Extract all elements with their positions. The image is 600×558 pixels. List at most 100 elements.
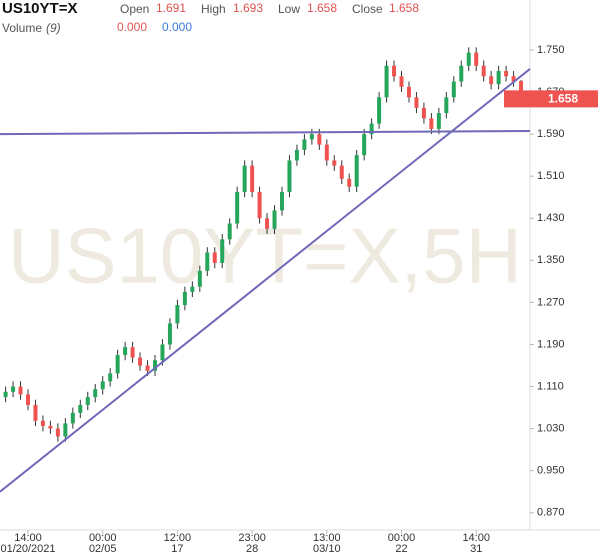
candle-body — [257, 191, 262, 219]
candle-body — [265, 218, 270, 229]
header-label: High — [201, 2, 226, 16]
candle-body — [3, 391, 8, 398]
y-tick-label: 1.510 — [537, 170, 565, 182]
candle-body — [182, 291, 187, 306]
candle-body — [444, 97, 449, 114]
trendline — [0, 129, 530, 136]
header-value: 1.691 — [156, 1, 186, 15]
x-tick-label: 14:00 — [14, 532, 42, 544]
candle-body — [384, 65, 389, 98]
x-tick-label: 01/20/2021 — [0, 543, 55, 555]
volume-value: 0.000 — [162, 20, 192, 34]
y-tick-label: 1.270 — [537, 296, 565, 308]
candle-body — [511, 76, 516, 82]
candle-body — [459, 65, 464, 82]
x-tick-label: 12:00 — [164, 532, 192, 544]
candle-body — [392, 65, 397, 77]
candle-body — [324, 144, 329, 161]
candle-body — [205, 252, 210, 271]
candle-body — [279, 191, 284, 211]
candle-body — [78, 404, 83, 413]
candle-body — [115, 354, 120, 374]
y-tick-label: 0.950 — [537, 465, 565, 477]
candle-body — [190, 286, 195, 292]
candle-body — [406, 86, 411, 98]
x-tick-label: 02/05 — [89, 543, 117, 555]
candle-body — [362, 134, 367, 156]
price-tag — [504, 90, 598, 108]
candle-body — [250, 165, 255, 192]
candle-body — [399, 76, 404, 87]
x-tick-label: 23:00 — [238, 532, 266, 544]
y-tick-label: 1.430 — [537, 212, 565, 224]
candle-body — [153, 360, 157, 371]
candle-body — [474, 52, 479, 66]
candle-body — [466, 52, 471, 66]
header-value: 1.658 — [389, 1, 419, 15]
candle-body — [138, 357, 143, 366]
x-tick-label: 17 — [171, 543, 183, 555]
candle-body — [504, 71, 509, 77]
candle-body — [26, 394, 31, 405]
x-tick-label: 03/10 — [313, 543, 341, 555]
header-label: Close — [352, 2, 383, 16]
candle-body — [70, 412, 75, 424]
candle-body — [55, 428, 60, 437]
header-label: Low — [278, 2, 300, 16]
volume-value: 0.000 — [117, 20, 147, 34]
candle-body — [108, 373, 113, 382]
candle-body — [123, 347, 128, 355]
candle-body — [481, 65, 486, 77]
candle-body — [436, 113, 441, 129]
candle-body — [130, 347, 135, 358]
candle-body — [429, 118, 434, 129]
y-tick-label: 1.750 — [537, 44, 565, 56]
header-label: Open — [120, 2, 149, 16]
chart-title: US10YT=X — [2, 0, 77, 17]
y-tick-label: 1.190 — [537, 338, 565, 350]
candle-body — [496, 71, 501, 85]
candle-body — [451, 81, 456, 98]
y-tick-label: 1.350 — [537, 254, 565, 266]
x-tick-label: 31 — [470, 543, 482, 555]
y-tick-label: 1.030 — [537, 423, 565, 435]
candle-body — [227, 223, 232, 240]
candle-body — [160, 344, 165, 361]
y-tick-label: 0.870 — [537, 507, 565, 519]
candle-body — [11, 386, 16, 392]
candle-body — [18, 386, 23, 395]
candle-body — [175, 305, 180, 324]
x-tick-label: 00:00 — [388, 532, 416, 544]
candle-body — [167, 323, 172, 345]
candle-body — [235, 191, 240, 224]
y-tick-label: 1.590 — [537, 128, 565, 140]
candle-body — [220, 239, 225, 263]
x-tick-label: 22 — [395, 543, 407, 555]
candle-body — [287, 160, 292, 192]
candle-body — [347, 178, 352, 187]
x-tick-label: 13:00 — [313, 532, 341, 544]
candle-body — [332, 160, 337, 166]
watermark: US10YT=X,5H — [8, 212, 522, 300]
candle-body — [421, 107, 426, 119]
candle-body — [489, 76, 494, 85]
header-value: 1.658 — [307, 1, 337, 15]
candle-body — [212, 252, 217, 263]
candle-body — [294, 149, 299, 161]
candle-body — [85, 397, 90, 405]
candle-body — [309, 134, 314, 140]
volume-label: Volume — [2, 21, 42, 35]
candle-body — [369, 123, 374, 135]
candle-body — [93, 389, 98, 398]
x-tick-label: 00:00 — [89, 532, 117, 544]
candle-body — [100, 381, 105, 390]
x-tick-label: 14:00 — [462, 532, 490, 544]
candle-body — [339, 165, 344, 179]
candle-body — [519, 81, 524, 99]
candle-body — [40, 420, 45, 426]
candle-body — [63, 423, 68, 437]
y-tick-label: 1.110 — [537, 380, 564, 392]
candle-body — [414, 97, 419, 108]
candle-body — [377, 97, 382, 124]
